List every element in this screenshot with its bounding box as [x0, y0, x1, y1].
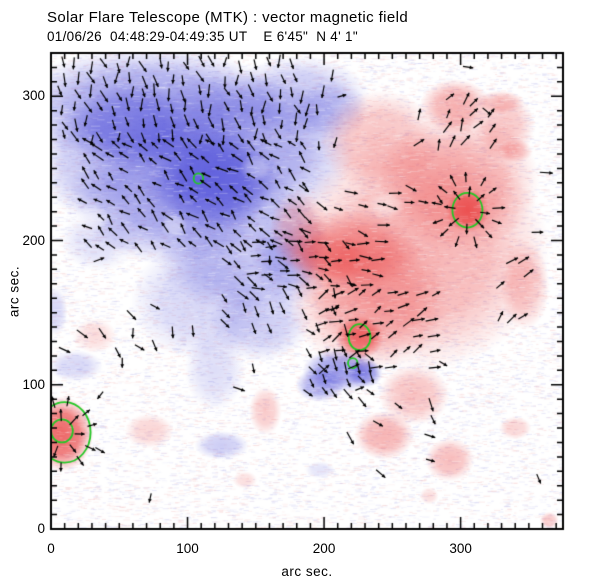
x-axis-label: arc sec. — [281, 564, 333, 579]
y-axis-label: arc sec. — [6, 265, 22, 318]
y-tick-label: 300 — [22, 88, 45, 104]
x-tick-label: 300 — [449, 541, 472, 556]
y-tick-label: 200 — [22, 232, 45, 248]
figure-title: Solar Flare Telescope (MTK) : vector mag… — [47, 9, 409, 26]
y-tick-label: 0 — [37, 521, 45, 536]
x-tick-label: 100 — [176, 541, 199, 556]
figure-subtitle: 01/06/26 04:48:29-04:49:35 UT E 6'45" N … — [47, 29, 358, 44]
x-tick-label: 0 — [47, 541, 55, 556]
y-tick-label: 100 — [22, 376, 45, 392]
x-tick-label: 200 — [312, 541, 336, 556]
